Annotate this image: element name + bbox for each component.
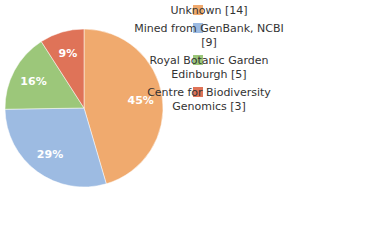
svg-text:29%: 29% [37,148,63,161]
svg-text:Centre for BiodiversityGenomic: Centre for BiodiversityGenomics [3] [147,86,271,113]
svg-text:Royal Botanic GardenEdinburgh: Royal Botanic GardenEdinburgh [5] [150,54,269,81]
svg-text:Mined from GenBank, NCBI[9]: Mined from GenBank, NCBI[9] [134,22,283,49]
svg-text:9%: 9% [59,47,78,60]
svg-text:Unknown [14]: Unknown [14] [170,4,247,17]
svg-text:16%: 16% [20,75,46,88]
svg-text:45%: 45% [127,93,154,107]
